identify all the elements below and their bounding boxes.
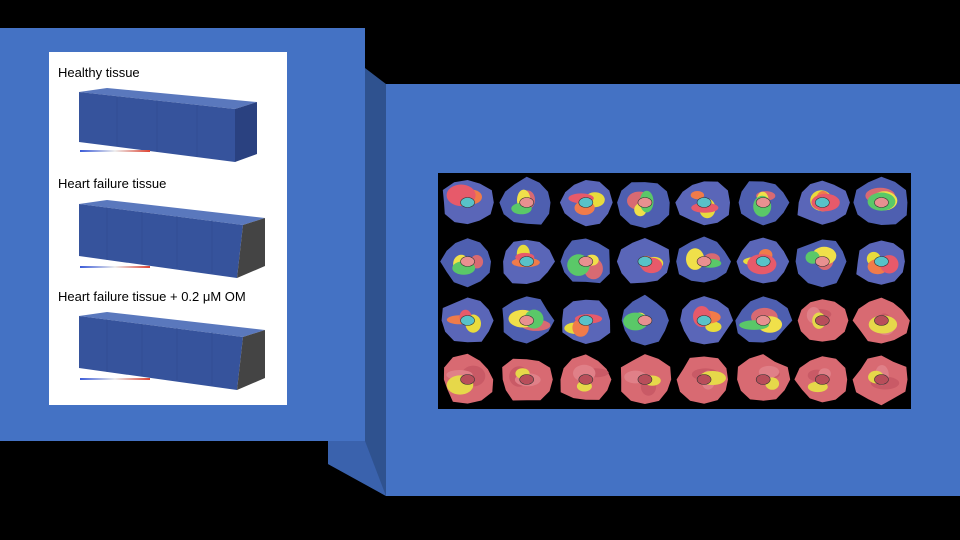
heart-model — [562, 299, 611, 344]
heart-model — [795, 239, 847, 288]
heart-model — [852, 355, 908, 406]
label-heart-failure-tissue: Heart failure tissue — [58, 176, 167, 191]
label-heart-failure-om: Heart failure tissue + 0.2 μM OM — [58, 289, 246, 304]
heart-model — [443, 353, 494, 404]
heart-model — [676, 356, 728, 404]
heart-model — [560, 354, 612, 400]
heart-model — [502, 296, 555, 344]
heart-model — [736, 237, 790, 284]
heart-model — [441, 297, 494, 343]
heart-models-panel — [438, 173, 911, 409]
heart-model — [853, 176, 908, 225]
heart-model — [794, 356, 848, 403]
heart-model — [503, 239, 555, 284]
heart-model — [499, 176, 551, 225]
heart-model — [616, 238, 670, 284]
heart-model — [620, 354, 672, 404]
heart-failure-tissue-slab — [79, 200, 265, 278]
healthy-tissue-slab — [79, 88, 257, 162]
colorbar — [80, 150, 150, 152]
heart-model — [560, 238, 610, 284]
heart-model — [502, 358, 553, 401]
heart-model — [856, 240, 905, 285]
heart-model — [621, 294, 669, 346]
heart-model — [852, 297, 910, 344]
heart-failure-om-tissue-slab — [79, 312, 265, 390]
tissue-figure-card: Healthy tissue Heart failure tissue Hear… — [49, 52, 287, 405]
heart-models-grid — [440, 176, 910, 406]
heart-model — [735, 296, 793, 343]
heart-model — [797, 180, 850, 225]
label-healthy-tissue: Healthy tissue — [58, 65, 140, 80]
heart-model — [797, 299, 849, 342]
heart-model — [737, 354, 791, 401]
heart-model — [738, 181, 790, 226]
heart-model — [675, 181, 730, 226]
heart-model — [442, 180, 494, 225]
heart-model — [617, 182, 670, 229]
heart-model — [440, 238, 491, 288]
heart-model — [559, 180, 613, 227]
heart-model — [676, 236, 731, 283]
heart-model — [680, 296, 734, 345]
